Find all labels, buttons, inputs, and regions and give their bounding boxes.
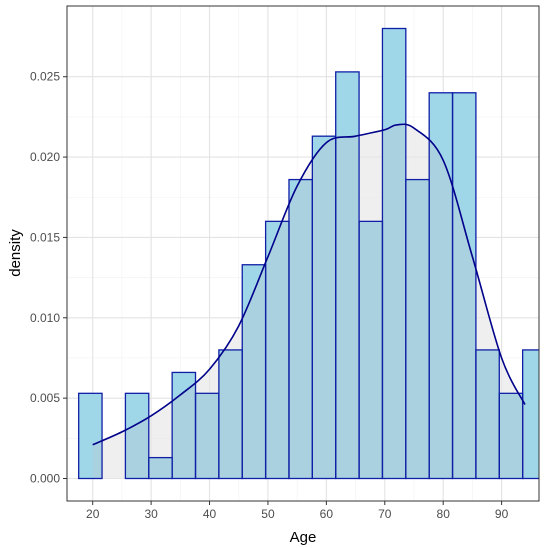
histogram-bar-overlap: [335, 124, 360, 479]
histogram-bar-overlap: [218, 349, 243, 479]
y-tick-label: 0.020: [30, 150, 60, 164]
histogram-bar-overlap: [359, 221, 383, 479]
y-axis-title: density: [7, 229, 24, 277]
histogram-bar-outline: [124, 392, 150, 480]
x-tick-label: 30: [144, 507, 158, 521]
histogram-bar-overlap: [172, 372, 196, 479]
histogram-bar-overlap: [405, 179, 430, 479]
density-curve: [92, 123, 526, 446]
x-axis: 20 30 40 50 60 70 80 90: [86, 501, 509, 521]
histogram-bar-overlap: [522, 349, 525, 479]
histogram-bar-outline: [451, 92, 477, 480]
y-axis: 0.000 0.005 0.010 0.015 0.020 0.025: [30, 70, 67, 486]
x-tick-label: 80: [437, 507, 451, 521]
x-axis-title: Age: [290, 529, 317, 546]
y-tick-label: 0.025: [30, 70, 60, 84]
histogram-bar: [522, 349, 539, 479]
x-tick-label: 60: [320, 507, 334, 521]
y-tick-label: 0.000: [30, 472, 60, 486]
x-tick-label: 40: [203, 507, 217, 521]
histogram-bar-overlap: [288, 179, 313, 479]
histogram-bar-overlap: [148, 457, 173, 479]
histogram-bar-overlap: [475, 349, 500, 479]
histogram-bars-under-density: [92, 124, 525, 479]
histogram-bar-overlap: [265, 221, 289, 479]
y-tick-label: 0.015: [30, 230, 60, 244]
histogram-bar-outline: [521, 349, 539, 480]
histogram-bar-overlap: [382, 124, 406, 479]
histogram-bar-outline: [78, 392, 103, 480]
x-tick-label: 90: [495, 507, 509, 521]
histogram-bar-overlap: [429, 124, 453, 479]
histogram-bar-overlap: [312, 136, 336, 479]
histogram-bar-outlines: [78, 27, 539, 480]
x-tick-label: 20: [86, 507, 100, 521]
histogram-bar-overlap: [242, 264, 266, 479]
y-tick-label: 0.010: [30, 311, 60, 325]
panel-border: [66, 5, 540, 502]
histogram-bar-overlap: [499, 393, 523, 479]
y-tick-label: 0.005: [30, 391, 60, 405]
x-tick-label: 70: [378, 507, 392, 521]
histogram-bar-overlap: [195, 393, 219, 479]
x-tick-label: 50: [261, 507, 275, 521]
